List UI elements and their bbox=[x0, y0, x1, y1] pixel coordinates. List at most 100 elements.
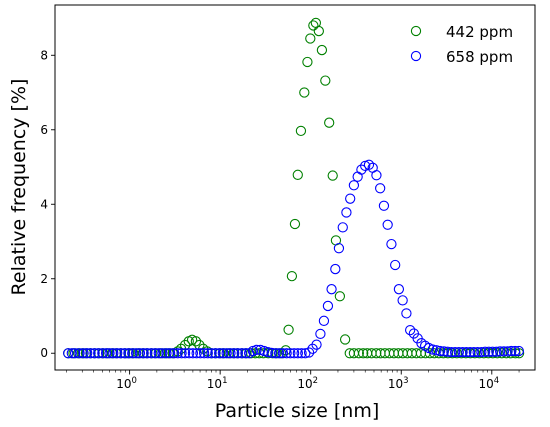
data-point bbox=[313, 25, 324, 37]
data-point bbox=[371, 170, 382, 181]
x-tick-label: 100 bbox=[116, 376, 137, 391]
data-point bbox=[172, 348, 183, 359]
data-point bbox=[127, 348, 138, 359]
data-point bbox=[375, 183, 386, 194]
data-point bbox=[449, 346, 461, 358]
data-point bbox=[382, 219, 393, 230]
data-point bbox=[157, 348, 168, 359]
data-point bbox=[397, 295, 408, 306]
data-point bbox=[333, 243, 345, 254]
data-point bbox=[386, 238, 397, 250]
data-point bbox=[63, 348, 74, 359]
y-tick-label: 0 bbox=[40, 346, 48, 360]
data-point bbox=[283, 324, 294, 335]
data-point bbox=[74, 348, 85, 359]
data-point bbox=[502, 346, 513, 357]
data-point bbox=[251, 344, 262, 356]
x-axis-label: Particle size [nm] bbox=[215, 400, 380, 422]
legend: 442 ppm 658 ppm bbox=[410, 23, 513, 66]
data-point bbox=[292, 348, 303, 359]
data-point bbox=[299, 87, 310, 98]
data-point bbox=[438, 346, 450, 357]
x-tick-label: 104 bbox=[478, 376, 499, 391]
data-point bbox=[285, 348, 296, 359]
data-point bbox=[104, 348, 115, 359]
data-point bbox=[138, 348, 149, 359]
data-point bbox=[330, 263, 341, 275]
data-point bbox=[270, 348, 281, 359]
data-point bbox=[461, 346, 472, 358]
data-point bbox=[316, 44, 328, 56]
data-point bbox=[69, 348, 81, 359]
data-point bbox=[115, 348, 126, 359]
data-point bbox=[229, 348, 240, 359]
data-point bbox=[179, 348, 191, 359]
data-point bbox=[308, 20, 319, 31]
data-point bbox=[206, 348, 217, 359]
data-point bbox=[286, 270, 298, 282]
data-point bbox=[168, 348, 180, 359]
data-point bbox=[191, 348, 202, 359]
data-point bbox=[214, 348, 225, 359]
data-point bbox=[217, 348, 228, 359]
data-point bbox=[311, 339, 322, 350]
data-point bbox=[108, 348, 119, 359]
data-point bbox=[153, 348, 164, 359]
data-point bbox=[401, 308, 412, 319]
data-point bbox=[498, 346, 509, 357]
data-point bbox=[123, 348, 134, 359]
data-point bbox=[356, 164, 367, 175]
data-point bbox=[442, 346, 453, 357]
data-point bbox=[491, 346, 502, 357]
data-point bbox=[164, 348, 176, 359]
data-point bbox=[292, 169, 303, 180]
y-tick-label: 6 bbox=[40, 123, 48, 137]
data-point bbox=[221, 348, 232, 359]
data-point bbox=[363, 159, 375, 170]
data-point bbox=[176, 348, 187, 359]
data-point bbox=[324, 117, 335, 128]
data-markers bbox=[63, 17, 525, 359]
data-point bbox=[327, 170, 338, 181]
data-point bbox=[446, 346, 457, 358]
data-point bbox=[318, 315, 330, 326]
data-point bbox=[434, 345, 446, 357]
x-tick-label: 101 bbox=[207, 376, 228, 391]
data-point bbox=[378, 200, 390, 211]
data-point bbox=[476, 346, 487, 358]
legend-marker-658ppm bbox=[410, 50, 422, 62]
series-1-points bbox=[63, 159, 525, 359]
data-point bbox=[305, 33, 316, 44]
data-point bbox=[479, 346, 491, 357]
plot-frame bbox=[54, 4, 536, 371]
data-point bbox=[427, 344, 438, 355]
data-point bbox=[289, 218, 301, 230]
legend-label-658ppm: 658 ppm bbox=[446, 48, 513, 66]
data-point bbox=[483, 346, 495, 357]
data-point bbox=[112, 348, 123, 359]
data-point bbox=[142, 348, 153, 359]
data-point bbox=[85, 348, 96, 359]
data-point bbox=[353, 348, 364, 359]
data-point bbox=[266, 347, 277, 359]
data-point bbox=[322, 300, 334, 312]
data-point bbox=[89, 348, 100, 359]
data-point bbox=[295, 125, 307, 137]
data-point bbox=[513, 345, 525, 357]
legend-label-442ppm: 442 ppm bbox=[446, 23, 513, 41]
data-point bbox=[198, 348, 210, 359]
data-point bbox=[202, 348, 213, 359]
data-point bbox=[352, 171, 363, 182]
data-point bbox=[93, 348, 104, 359]
y-tick-label: 8 bbox=[40, 48, 48, 62]
data-point bbox=[97, 348, 108, 359]
data-point bbox=[334, 291, 346, 302]
data-point bbox=[302, 56, 313, 68]
data-point bbox=[296, 348, 307, 359]
y-axis-label: Relative frequency [%] bbox=[8, 79, 30, 296]
data-point bbox=[66, 348, 77, 359]
data-point bbox=[339, 334, 351, 345]
data-point bbox=[300, 348, 311, 359]
data-point bbox=[348, 180, 360, 191]
data-point bbox=[210, 348, 221, 359]
